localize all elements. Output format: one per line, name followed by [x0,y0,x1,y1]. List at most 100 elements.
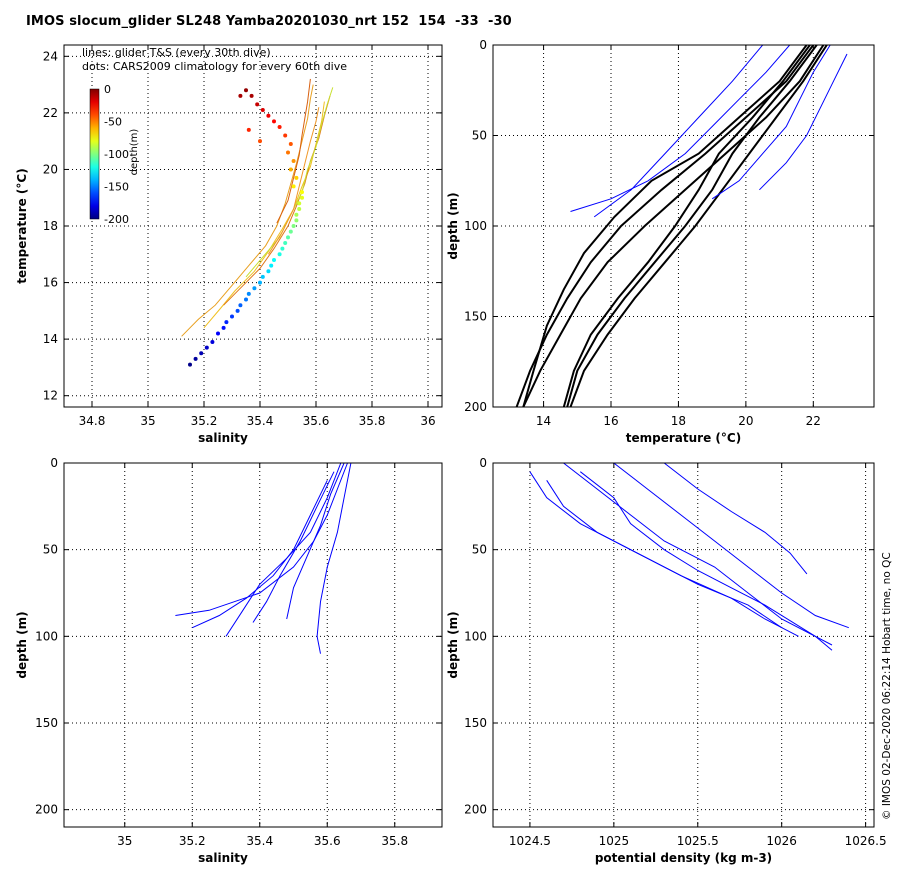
x-tick-label: 1026.5 [845,834,887,848]
series-line [223,95,331,306]
series-line [546,480,782,629]
y-tick-label: 200 [464,400,487,414]
y-tick-label: 150 [464,716,487,730]
y-tick-label: 20 [43,162,58,176]
colorbar-tick-label: 0 [104,83,111,96]
x-axis-label: salinity [198,851,248,865]
series-group [515,45,848,407]
climatology-dot [238,93,243,98]
y-axis-label: depth (m) [446,192,460,259]
climatology-dot [286,150,290,155]
x-tick-label: 35.4 [246,834,273,848]
climatology-dot [288,141,293,146]
x-tick-label: 18 [671,414,686,428]
plot-area [64,45,442,407]
climatology-dot [188,362,192,367]
climatology-dot [286,235,290,240]
annotation-text: lines: glider T&S (every 30th dive) [82,46,271,59]
x-tick-label: 20 [738,414,753,428]
x-tick-label: 35.2 [191,414,218,428]
series-line [286,463,345,620]
climatology-dot [244,297,248,302]
series-group [529,463,849,651]
climatology-dot [266,113,271,118]
climatology-dot [269,263,274,268]
annotation-text: dots: CARS2009 climatology for every 60t… [82,60,347,73]
y-tick-label: 150 [35,716,58,730]
x-tick-label: 35.8 [359,414,386,428]
climatology-dot [246,291,251,296]
climatology-dot [288,229,293,234]
colorbar-tick-label: -200 [104,213,129,226]
series-line [522,45,825,407]
climatology-dot [297,207,302,212]
x-tick-label: 22 [806,414,821,428]
y-tick-label: 100 [464,219,487,233]
y-tick-label: 0 [479,38,487,52]
x-tick-label: 1025 [599,834,630,848]
colorbar-label: depth(m) [129,129,140,176]
series-line [192,480,328,629]
panel-top-left: 34.8 35 35.2 35.4 35.6 35.8 36 12 14 16 18 20 22 24 sa… [15,44,443,445]
climatology-dot [294,175,299,180]
climatology-dot [300,195,304,200]
climatology-dot [260,108,265,113]
x-axis-label: potential density (kg m-3) [595,851,772,865]
climatology-dot [258,139,262,144]
plot-frame [63,462,443,828]
figure-title: IMOS slocum_glider SL248 Yamba20201030_n… [26,14,512,29]
plot-area [64,463,442,827]
x-tick-label: 35.6 [303,414,330,428]
x-tick-label: 35.2 [179,834,206,848]
panel-top-right: 14 16 18 20 22 0 50 100 150 200 temperature (°C) de… [446,38,875,445]
series-line [563,463,833,646]
series-line [203,101,325,329]
y-tick-label: 24 [43,49,58,63]
climatology-dot [280,246,285,251]
colorbar-tick-label: -50 [104,116,122,129]
series-line [570,45,791,212]
y-axis-label: depth (m) [446,611,460,678]
climatology-dot [300,190,304,195]
climatology-dot [260,274,265,279]
climatology-dot [238,303,243,308]
colorbar-tick-label: -150 [104,181,129,194]
series-line [316,463,352,654]
series-line [267,107,320,255]
x-tick-label: 35 [117,834,132,848]
y-axis-label: temperature (°C) [15,168,29,283]
climatology-dot [246,127,251,132]
climatology-dot [294,212,299,217]
series-line [663,463,808,575]
climatology-dot [288,167,293,172]
climatology-dot [258,280,262,285]
climatology-dot [277,125,282,130]
climatology-dot [199,351,204,356]
plot-frame [492,44,875,408]
series-line [711,45,831,200]
y-tick-label: 12 [43,389,58,403]
plot-frame [63,44,443,408]
series-line [522,45,808,407]
climatology-dot [272,257,276,262]
y-tick-label: 100 [35,629,58,643]
y-tick-label: 150 [464,310,487,324]
series-line [566,45,818,407]
climatology-dot [216,331,220,336]
y-tick-label: 200 [35,803,58,817]
panel-bottom-right: 1024.5 1025 1025.5 1026 1026.5 0 50 100 150 200 po… [446,456,887,865]
series-line [175,463,348,616]
x-tick-label: 35.8 [381,834,408,848]
climatology-dot [297,201,302,206]
plot-area [493,45,874,407]
plot-area [493,463,874,827]
climatology-dot [272,119,276,124]
climatology-dot [224,320,229,325]
x-tick-label: 35.6 [314,834,341,848]
series-line [245,87,334,278]
y-tick-label: 50 [43,543,58,557]
climatology-dot [277,252,282,257]
climatology-dot [244,88,248,93]
y-tick-label: 200 [464,803,487,817]
